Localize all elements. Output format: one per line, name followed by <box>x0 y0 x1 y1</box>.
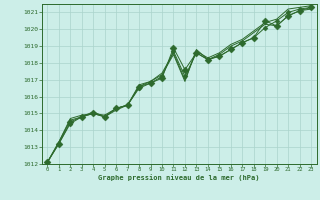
X-axis label: Graphe pression niveau de la mer (hPa): Graphe pression niveau de la mer (hPa) <box>99 174 260 181</box>
